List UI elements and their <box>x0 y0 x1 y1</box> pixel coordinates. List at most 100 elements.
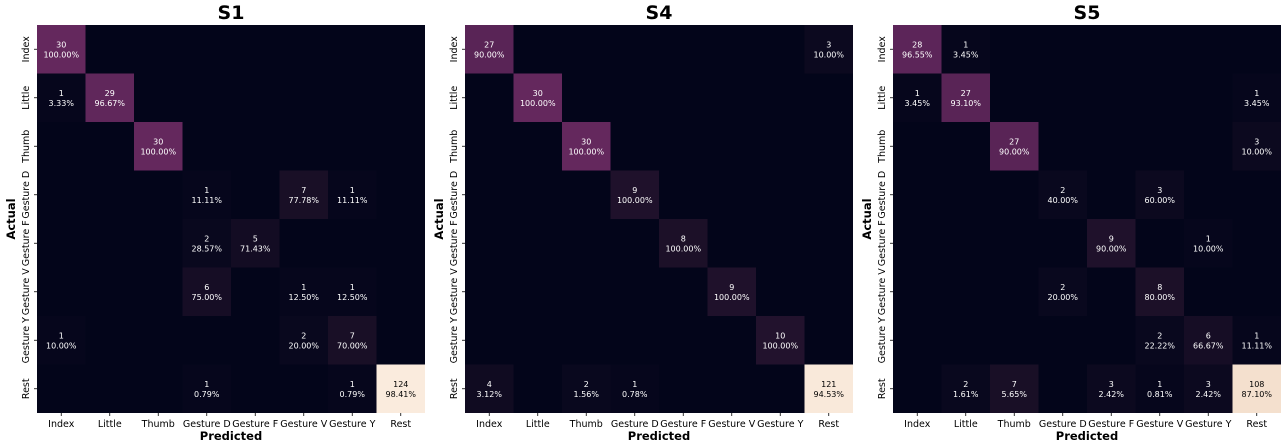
panels: 30100.00%13.33%2996.67%30100.00%111.11%7… <box>4 2 1281 443</box>
cell-count-label: 3 <box>1109 380 1114 389</box>
cell-percent-label: 5.65% <box>1002 390 1028 399</box>
x-tick-label: Thumb <box>997 419 1031 430</box>
cell-count-label: 8 <box>1157 283 1162 292</box>
cell-percent-label: 3.12% <box>477 390 503 399</box>
cell-count-label: 2 <box>1060 283 1065 292</box>
y-tick-label: Index <box>877 36 888 63</box>
cell-percent-label: 20.00% <box>288 341 319 350</box>
heatmap-cell <box>1232 73 1281 122</box>
x-tick-label: Little <box>98 419 122 430</box>
heatmap-cell <box>279 267 328 316</box>
x-tick-label: Little <box>526 419 550 430</box>
x-axis-label: Predicted <box>1056 429 1118 443</box>
heatmap-cell <box>1184 316 1233 365</box>
cell-percent-label: 3.45% <box>953 50 979 59</box>
cell-count-label: 10 <box>775 331 785 340</box>
cell-percent-label: 60.00% <box>1144 196 1175 205</box>
x-tick-label: Gesture V <box>708 419 755 430</box>
y-tick-label: Gesture Y <box>21 317 32 363</box>
y-tick-label: Gesture V <box>21 268 32 315</box>
x-tick-label: Gesture D <box>183 419 231 430</box>
heatmap-cell <box>941 73 990 122</box>
y-tick-label: Little <box>449 86 460 110</box>
y-axis-label: Actual <box>4 198 18 239</box>
cell-percent-label: 71.43% <box>240 244 271 253</box>
cell-percent-label: 100.00% <box>568 147 604 156</box>
cell-percent-label: 70.00% <box>337 341 368 350</box>
cell-percent-label: 93.10% <box>950 99 981 108</box>
y-tick-label: Thumb <box>877 130 888 164</box>
cell-percent-label: 3.45% <box>905 99 931 108</box>
heatmap-cell <box>37 25 86 74</box>
cell-percent-label: 10.00% <box>1193 244 1224 253</box>
cell-percent-label: 77.78% <box>288 196 319 205</box>
heatmap-cell <box>1087 219 1136 268</box>
x-tick-label: Gesture D <box>611 419 659 430</box>
cell-count-label: 2 <box>1157 331 1162 340</box>
heatmap-cell <box>659 219 708 268</box>
cell-percent-label: 11.11% <box>1241 341 1272 350</box>
cell-percent-label: 0.79% <box>194 390 220 399</box>
cell-count-label: 5 <box>253 234 258 243</box>
y-tick-label: Thumb <box>449 130 460 164</box>
heatmap-cell <box>990 122 1039 171</box>
x-tick-label: Index <box>904 419 931 430</box>
cell-percent-label: 0.78% <box>622 390 648 399</box>
cell-count-label: 1 <box>1254 331 1259 340</box>
heatmap-cell <box>134 122 183 171</box>
x-tick-label: Index <box>48 419 75 430</box>
heatmap-cell <box>37 73 86 122</box>
y-tick-label: Gesture F <box>449 220 460 266</box>
cell-count-label: 7 <box>350 331 355 340</box>
cell-count-label: 4 <box>487 380 492 389</box>
y-tick-label: Little <box>21 86 32 110</box>
cell-count-label: 3 <box>1157 186 1162 195</box>
x-axis-label: Predicted <box>628 429 690 443</box>
y-tick-label: Index <box>449 36 460 63</box>
heatmap-cell <box>37 316 86 365</box>
cell-percent-label: 100.00% <box>617 196 653 205</box>
cell-percent-label: 80.00% <box>1144 293 1175 302</box>
heatmap-cell <box>182 364 231 413</box>
cell-count-label: 1 <box>350 186 355 195</box>
y-tick-label: Gesture F <box>21 220 32 266</box>
cell-percent-label: 100.00% <box>520 99 556 108</box>
x-tick-label: Rest <box>390 419 411 430</box>
cell-percent-label: 90.00% <box>1096 244 1127 253</box>
cell-percent-label: 96.67% <box>94 99 125 108</box>
x-tick-label: Rest <box>1246 419 1267 430</box>
x-tick-label: Gesture F <box>1088 419 1134 430</box>
cell-percent-label: 12.50% <box>288 293 319 302</box>
cell-count-label: 1 <box>301 283 306 292</box>
cell-percent-label: 100.00% <box>714 293 750 302</box>
heatmap-cell <box>1038 170 1087 219</box>
cell-count-label: 108 <box>1249 380 1264 389</box>
heatmap-cell <box>465 25 514 74</box>
cell-percent-label: 66.67% <box>1193 341 1224 350</box>
x-tick-label: Rest <box>818 419 839 430</box>
cell-percent-label: 0.79% <box>340 390 366 399</box>
y-tick-label: Gesture Y <box>877 317 888 363</box>
x-tick-label: Gesture Y <box>1185 419 1231 430</box>
heatmap-cell <box>610 364 659 413</box>
cell-count-label: 121 <box>821 380 836 389</box>
cell-count-label: 9 <box>1109 234 1114 243</box>
cell-count-label: 27 <box>484 40 494 49</box>
cell-count-label: 29 <box>105 89 115 98</box>
heatmap-cell <box>562 122 611 171</box>
heatmap-cell <box>562 364 611 413</box>
y-tick-label: Gesture D <box>449 171 460 219</box>
heatmap-cell <box>328 170 377 219</box>
heatmap-cell <box>990 364 1039 413</box>
heatmap-cell <box>893 25 942 74</box>
cell-percent-label: 75.00% <box>191 293 222 302</box>
cell-count-label: 1 <box>59 331 64 340</box>
cell-count-label: 1 <box>350 283 355 292</box>
cell-count-label: 1 <box>1157 380 1162 389</box>
x-axis-label: Predicted <box>200 429 262 443</box>
x-tick-label: Gesture V <box>280 419 327 430</box>
cell-percent-label: 28.57% <box>191 244 222 253</box>
heatmap-cell <box>1184 219 1233 268</box>
heatmap-cell <box>610 170 659 219</box>
cell-percent-label: 3.45% <box>1244 99 1270 108</box>
